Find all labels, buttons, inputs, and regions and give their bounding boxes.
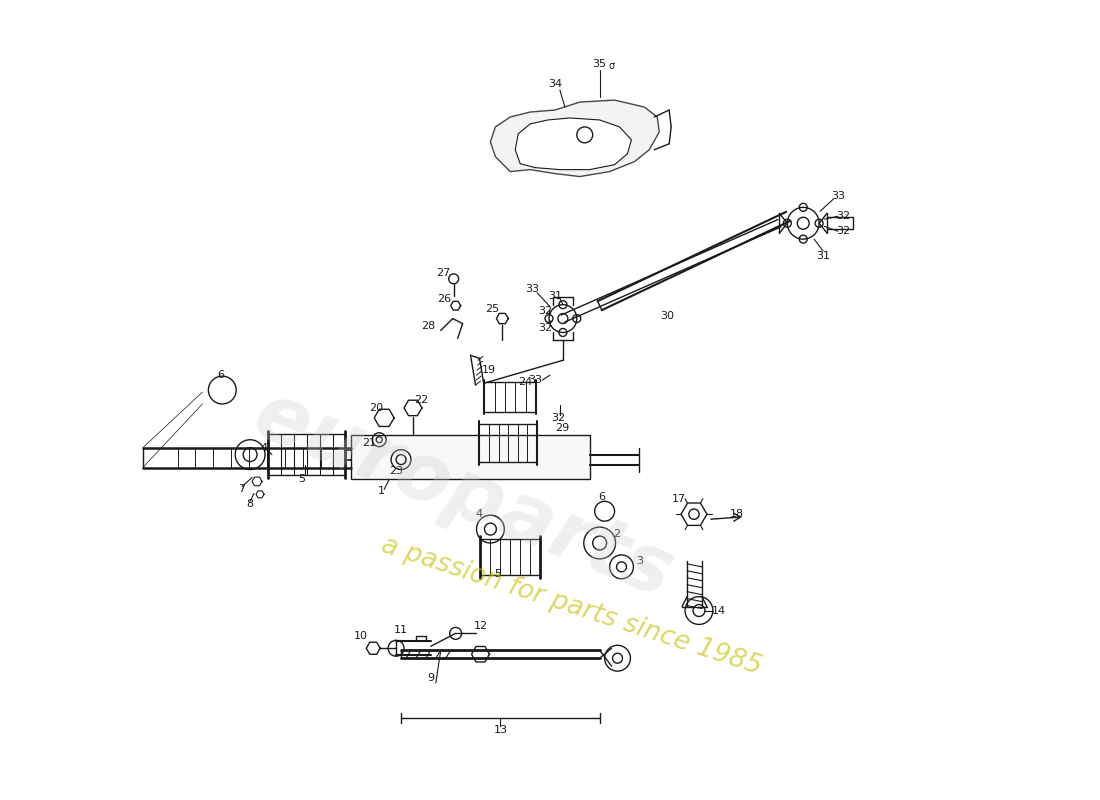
Text: 31: 31	[548, 290, 562, 301]
Text: 11: 11	[394, 626, 408, 635]
Text: 34: 34	[548, 79, 562, 90]
Text: 7: 7	[239, 484, 245, 494]
Text: 13: 13	[493, 725, 507, 734]
Text: europarts: europarts	[242, 376, 683, 615]
Text: a passion for parts since 1985: a passion for parts since 1985	[378, 533, 766, 681]
Text: 5: 5	[494, 569, 501, 578]
Text: 6: 6	[217, 370, 223, 380]
Text: 24: 24	[518, 377, 532, 387]
Polygon shape	[491, 100, 659, 177]
Text: 32: 32	[551, 413, 565, 423]
Text: 30: 30	[660, 310, 674, 321]
Text: 10: 10	[354, 631, 368, 642]
Text: 33: 33	[830, 191, 845, 202]
Text: 4: 4	[261, 442, 267, 453]
Text: 32: 32	[538, 306, 552, 316]
Text: 32: 32	[538, 323, 552, 334]
Text: 22: 22	[414, 395, 428, 405]
Text: 31: 31	[816, 251, 831, 261]
Text: 23: 23	[389, 466, 403, 477]
Polygon shape	[351, 434, 590, 479]
Text: 19: 19	[482, 366, 495, 375]
Text: 29: 29	[554, 423, 569, 433]
Text: 1: 1	[377, 486, 385, 496]
Text: 32: 32	[836, 211, 850, 222]
Text: 25: 25	[485, 304, 499, 314]
Text: 2: 2	[613, 529, 620, 539]
Text: 18: 18	[729, 510, 744, 519]
Text: 26: 26	[437, 294, 451, 304]
Text: 17: 17	[672, 494, 686, 504]
Text: 35: 35	[593, 59, 607, 70]
Text: 21: 21	[362, 438, 376, 448]
Text: 33: 33	[528, 375, 542, 385]
Text: 9: 9	[427, 673, 434, 683]
Text: 8: 8	[246, 499, 254, 510]
Text: 33: 33	[525, 284, 539, 294]
Text: 20: 20	[370, 403, 383, 413]
Text: 14: 14	[712, 606, 726, 615]
Text: 32: 32	[836, 226, 850, 236]
Text: 4: 4	[475, 510, 482, 519]
Polygon shape	[515, 118, 631, 170]
Text: 28: 28	[420, 321, 434, 330]
Text: 12: 12	[473, 622, 487, 631]
Text: 3: 3	[636, 556, 642, 566]
Text: 27: 27	[437, 268, 451, 278]
Text: σ: σ	[608, 62, 615, 71]
Text: 6: 6	[598, 492, 605, 502]
Text: 5: 5	[298, 474, 305, 485]
